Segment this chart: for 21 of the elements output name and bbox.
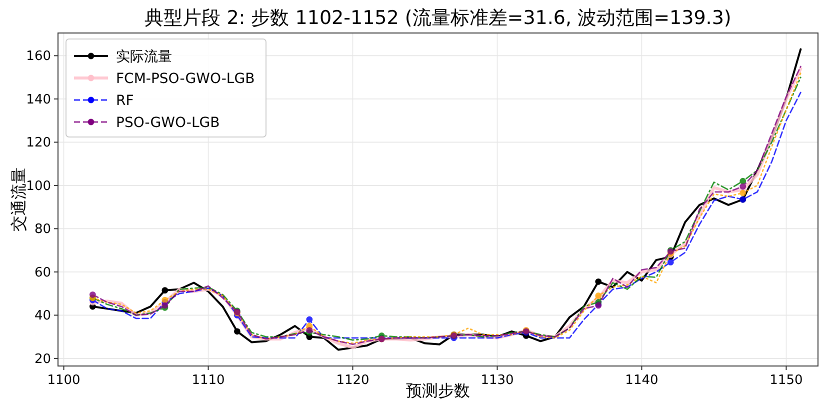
y-tick-label: 60 <box>34 265 51 280</box>
x-tick-label: 1110 <box>192 373 225 388</box>
x-tick-label: 1100 <box>47 373 80 388</box>
y-tick-label: 20 <box>34 352 51 367</box>
y-tick-label: 120 <box>26 136 51 151</box>
legend-label: 实际流量 <box>116 49 172 65</box>
y-tick-label: 40 <box>34 308 51 324</box>
y-axis-title: 交通流量 <box>9 168 28 232</box>
legend-label: RF <box>116 93 134 109</box>
x-tick-label: 1120 <box>336 373 370 388</box>
y-tick-label: 80 <box>34 222 51 238</box>
x-tick-label: 1140 <box>625 373 658 388</box>
x-axis-title: 预测步数 <box>406 381 470 400</box>
y-tick-label: 100 <box>26 178 51 194</box>
legend-label: FCM-PSO-GWO-LGB <box>116 71 255 87</box>
legend-label: PSO-GWO-LGB <box>116 115 220 131</box>
chart-title: 典型片段 2: 步数 1102-1152 (流量标准差=31.6, 波动范围=139.3) <box>144 7 732 29</box>
x-tick-label: 1130 <box>480 373 514 388</box>
x-tick-label: 1150 <box>770 373 803 388</box>
y-tick-label: 160 <box>26 49 51 64</box>
y-tick-label: 140 <box>26 92 51 108</box>
